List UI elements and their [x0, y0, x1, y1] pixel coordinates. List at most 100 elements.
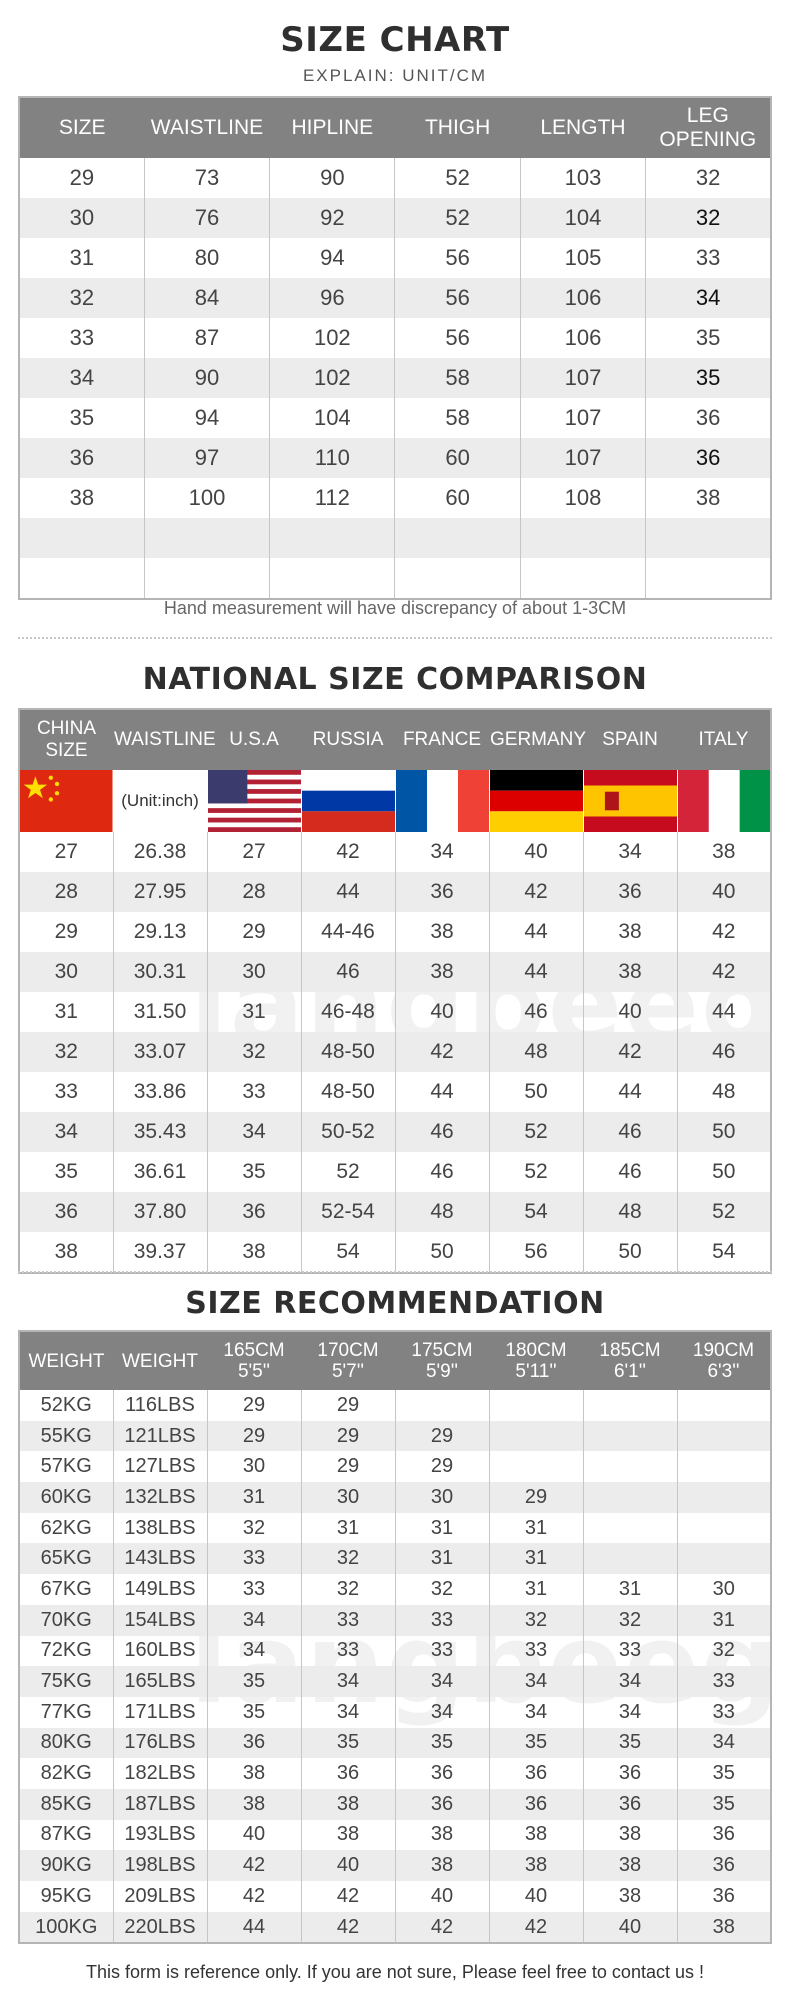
table-cell: 35.43 [112, 1112, 208, 1152]
table-cell: 90KG [18, 1850, 114, 1881]
table-cell: 54 [488, 1192, 584, 1232]
table-cell: 107 [519, 438, 647, 478]
table-cell: 102 [269, 318, 396, 358]
table-cell: 34 [488, 1696, 584, 1728]
table-cell: 42 [394, 1911, 490, 1944]
table-cell: 87KG [18, 1819, 114, 1851]
table-header-row: SIZE WAISTLINE HIPLINE THIGH LENGTH LEG OPENI… [19, 97, 771, 158]
table-cell: 36 [582, 872, 678, 912]
table-cell: 182LBS [112, 1758, 208, 1789]
table-cell: 77KG [18, 1696, 114, 1728]
table-cell: 56 [394, 278, 521, 318]
header-line: 6'1'' [613, 1361, 647, 1382]
germany-flag-icon [489, 770, 583, 832]
table-row: 30 76 92 52 104 32 [18, 198, 772, 238]
table-cell: 72KG [18, 1635, 114, 1667]
table-cell: 44 [582, 1072, 678, 1112]
table-cell: 34 [582, 1666, 678, 1697]
flag-cell [582, 770, 678, 832]
table-row: 80KG 176LBS 36 35 35 35 35 34 [18, 1727, 772, 1759]
table-cell: 29 [394, 1451, 490, 1483]
table-cell: 102 [269, 358, 396, 398]
table-cell: 34 [394, 1696, 490, 1728]
table-cell [582, 1482, 678, 1513]
header-line: 5'5'' [237, 1361, 271, 1382]
column-header: HIPLINE [269, 97, 395, 158]
table-row: 34 90 102 58 107 35 [18, 358, 772, 398]
column-header: RUSSIA [301, 709, 395, 770]
table-cell: 42 [300, 1911, 396, 1944]
table-cell: 38 [300, 1819, 396, 1851]
table-cell: 36.61 [112, 1152, 208, 1192]
table-cell [519, 558, 647, 599]
table-cell: 33 [300, 1604, 396, 1636]
size-recommendation-table: WEIGHT WEIGHT 165CM 5'5'' 170CM 5'7'' 175CM 5'9… [18, 1330, 772, 1945]
table-cell: 34 [488, 1666, 584, 1697]
table-cell: 27 [18, 832, 114, 872]
table-cell: 38 [582, 1819, 678, 1851]
table-cell: 34 [394, 832, 490, 872]
table-cell: 48-50 [300, 1032, 396, 1072]
table-cell: 42 [488, 872, 584, 912]
table-cell [519, 518, 647, 558]
header-line: WEIGHT [122, 1350, 198, 1372]
table-row: 30 30.31 30 46 38 44 38 42 [18, 952, 772, 992]
table-cell: 56 [488, 1232, 584, 1273]
flag-cell [206, 770, 302, 832]
column-header: GERMANY [489, 709, 586, 770]
table-cell: 138LBS [112, 1512, 208, 1544]
table-cell: 30 [206, 952, 302, 992]
column-header: LEG OPENING [645, 97, 771, 158]
table-cell: 46-48 [300, 992, 396, 1032]
table-cell: 40 [582, 1911, 678, 1944]
table-cell: 38 [18, 1232, 114, 1273]
table-cell: 28 [206, 872, 302, 912]
table-cell: 56 [394, 238, 521, 278]
table-cell: 94 [269, 238, 396, 278]
table-cell: 30 [676, 1574, 772, 1605]
italy-flag-icon [677, 770, 770, 832]
table-cell: 60KG [18, 1482, 114, 1513]
column-header: WAISTLINE [144, 97, 270, 158]
table-cell: 44 [394, 1072, 490, 1112]
table-cell: 42 [394, 1032, 490, 1072]
table-row: 100KG 220LBS 44 42 42 42 40 38 [18, 1911, 772, 1944]
table-row: 85KG 187LBS 38 38 36 36 36 35 [18, 1788, 772, 1820]
table-cell: 32 [206, 1512, 302, 1544]
table-cell: 116LBS [112, 1390, 208, 1421]
table-row: 36 37.80 36 52-54 48 54 48 52 [18, 1192, 772, 1232]
table-header-row: CHINA SIZE WAISTLINE U.S.A RUSSIA FRANCE GERM… [19, 709, 771, 770]
table-cell [676, 1420, 772, 1452]
table-cell: 50 [394, 1232, 490, 1273]
table-cell: 32 [206, 1032, 302, 1072]
table-cell: 35 [488, 1727, 584, 1759]
table-cell [582, 1451, 678, 1483]
column-header: SPAIN [583, 709, 677, 770]
table-cell: 32 [18, 278, 145, 318]
table-cell: 38 [582, 952, 678, 992]
table-cell: 32 [488, 1604, 584, 1636]
table-cell: 46 [488, 992, 584, 1032]
table-cell [676, 1451, 772, 1483]
table-cell: 33 [206, 1574, 302, 1605]
table-cell: 112 [269, 478, 396, 518]
table-cell: 36 [394, 1758, 490, 1789]
table-cell: 30 [394, 1482, 490, 1513]
table-cell: 36 [300, 1758, 396, 1789]
table-cell: 33 [676, 1666, 772, 1697]
table-cell: 31 [488, 1543, 584, 1575]
table-row: 62KG 138LBS 32 31 31 31 [18, 1512, 772, 1544]
table-cell: 42 [488, 1911, 584, 1944]
table-cell: 36 [488, 1788, 584, 1820]
table-cell [269, 518, 396, 558]
table-cell: 33 [394, 1604, 490, 1636]
table-cell: 35 [206, 1696, 302, 1728]
table-cell: 108 [519, 478, 647, 518]
table-cell: 33 [206, 1543, 302, 1575]
header-line: 175CM [411, 1340, 473, 1361]
table-cell: 35 [645, 318, 772, 358]
table-cell: 96 [269, 278, 396, 318]
table-cell: 100KG [18, 1911, 114, 1944]
column-header: THIGH [394, 97, 521, 158]
header-line: 5'7'' [331, 1361, 365, 1382]
